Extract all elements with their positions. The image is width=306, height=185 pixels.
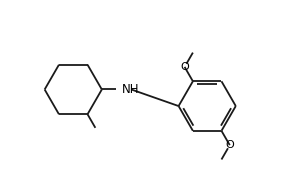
- Text: NH: NH: [122, 83, 140, 96]
- Text: O: O: [180, 62, 189, 72]
- Text: O: O: [226, 140, 234, 150]
